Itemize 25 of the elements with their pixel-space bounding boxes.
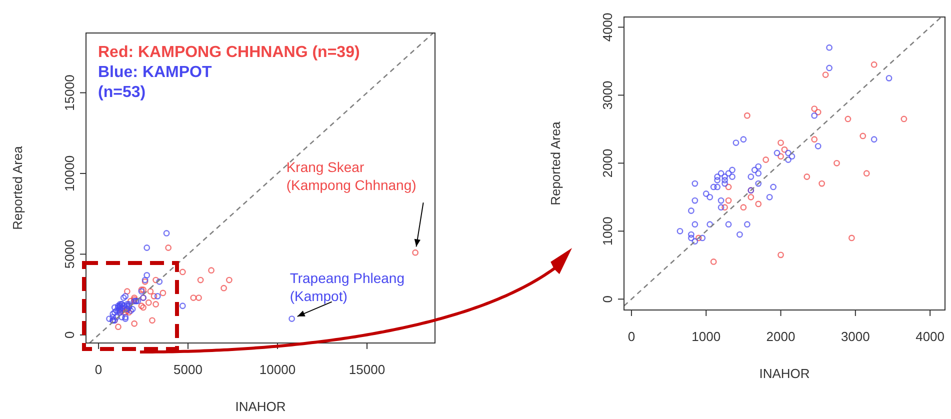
- y-tick-label: 3000: [600, 80, 615, 110]
- x-axis-title: INAHOR: [235, 399, 286, 414]
- text: Blue: KAMPOT (n=53): [98, 63, 213, 103]
- x-tick-label: 0: [94, 362, 102, 378]
- y-tick-label: 5000: [62, 240, 77, 269]
- annotation: Trapeang Phleang (Kampot): [290, 268, 406, 305]
- y-tick-label: 0: [600, 296, 615, 303]
- x-tick-label: 3000: [840, 329, 870, 344]
- y-axis-title: Reported Area: [548, 120, 563, 206]
- x-tick-label: 2000: [766, 329, 796, 344]
- x-tick-label: 10000: [259, 362, 296, 378]
- y-tick-label: 2000: [600, 148, 615, 178]
- x-axis-title: INAHOR: [759, 366, 810, 381]
- x-tick-label: 15000: [348, 362, 386, 378]
- x-tick-label: 5000: [174, 362, 202, 378]
- y-tick-label: 10000: [62, 155, 77, 192]
- y-tick-label: 1000: [600, 216, 615, 246]
- x-tick-label: 1000: [692, 329, 721, 344]
- annotation: Krang Skear (Kampong Chhnang): [286, 158, 416, 194]
- y-axis-title: Reported Area: [10, 145, 25, 230]
- y-tick-label: 4000: [600, 12, 615, 42]
- x-tick-label: 4000: [916, 329, 945, 344]
- text: Red: KAMPONG CHHNANG (n=39): [98, 43, 361, 63]
- x-tick-label: 0: [628, 329, 636, 344]
- y-tick-label: 15000: [62, 74, 77, 111]
